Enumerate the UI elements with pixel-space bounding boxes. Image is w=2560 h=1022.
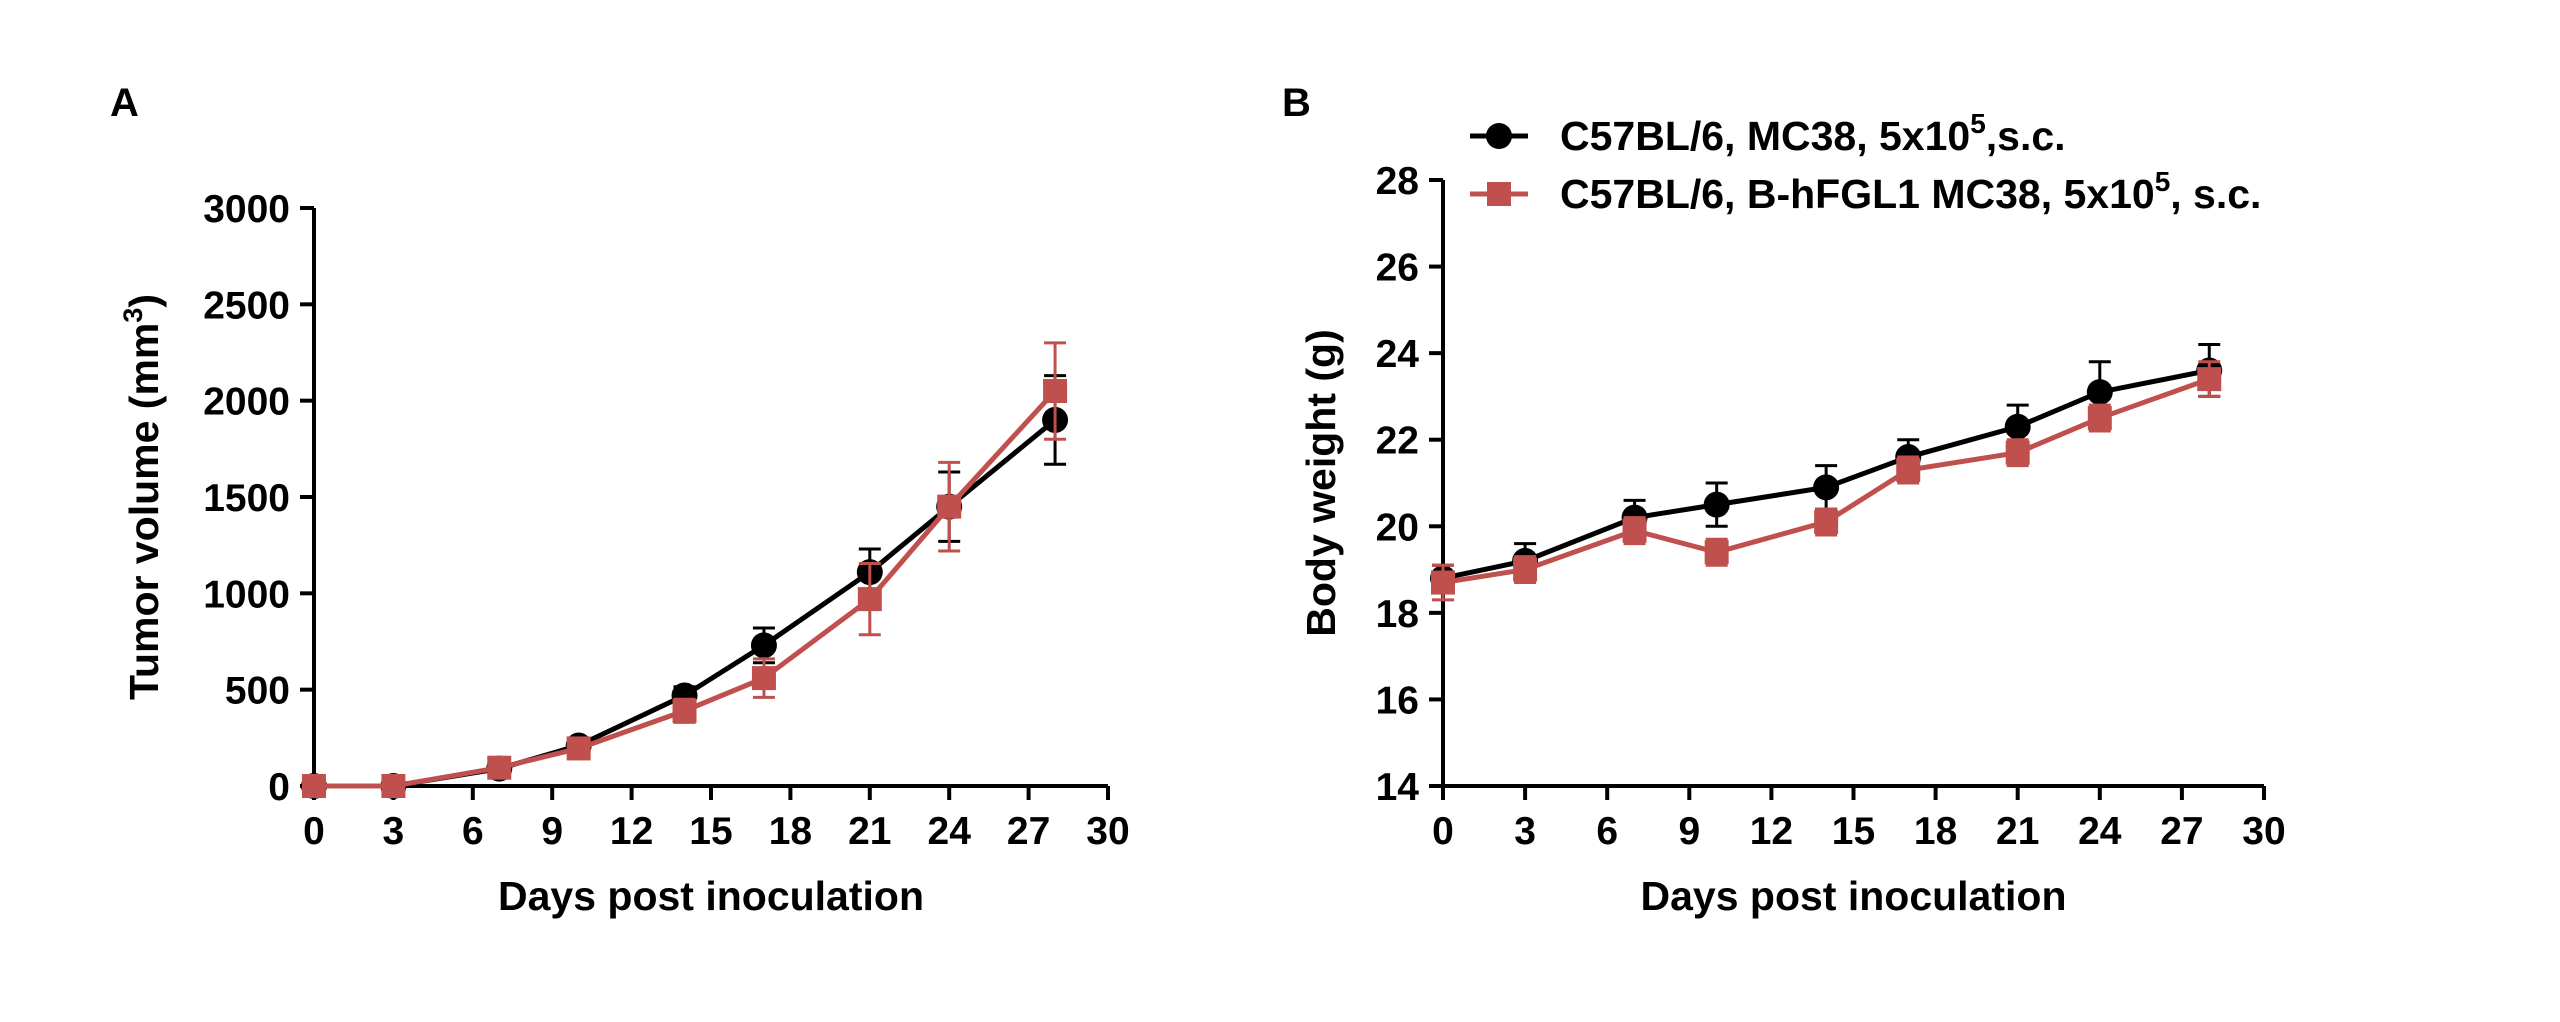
panel-b-x-tick-label: 12 bbox=[1750, 810, 1793, 853]
panel-b-y-tick-label: 18 bbox=[1376, 593, 1419, 636]
panel-b-plot-area bbox=[1430, 342, 2223, 602]
panel-b-data-point bbox=[1431, 570, 1455, 595]
panel-a-data-point bbox=[672, 698, 697, 723]
panel-a-plot-area bbox=[301, 341, 1069, 799]
panel-b-data-point bbox=[1813, 474, 1840, 501]
panel-b-data-point bbox=[1513, 557, 1538, 582]
panel-a-data-point bbox=[487, 755, 512, 780]
panel-b-x-tick-label: 24 bbox=[2078, 810, 2122, 853]
panel-b-series-1 bbox=[1430, 342, 2223, 593]
panel-b-x-tick-label: 3 bbox=[1514, 810, 1536, 853]
panel-a-data-point bbox=[381, 774, 406, 798]
panel-a-y-axis-title: Tumor volume (mm3) bbox=[118, 294, 167, 700]
panel-b-axes: 0 3 6 9 12 15 18 21 24 27 30 14 16 18 20 22 24 26 28 bbox=[1376, 160, 2286, 853]
panel-b-data-point bbox=[2087, 406, 2112, 431]
panel-b-x-tick-label: 30 bbox=[2242, 810, 2285, 853]
panel-b-x-axis-title: Days post inoculation bbox=[1641, 873, 2067, 919]
panel-a-y-tick-label: 3000 bbox=[203, 188, 290, 231]
panel-b-data-point bbox=[1814, 509, 1839, 534]
legend-label-1: C57BL/6, MC38, 5x105,s.c. bbox=[1560, 108, 2066, 159]
panel-b: B 0 3 6 9 12 15 18 21 24 27 30 14 16 18 20 22 24 26 28 Day… bbox=[1282, 81, 2286, 919]
panel-b-data-point bbox=[1622, 518, 1647, 543]
panel-a-y-tick-label: 1000 bbox=[203, 573, 290, 616]
legend-label-1-superscript: 5 bbox=[1970, 108, 1986, 139]
legend-label-2: C57BL/6, B-hFGL1 MC38, 5x105, s.c. bbox=[1560, 166, 2261, 217]
panel-a-x-axis-title: Days post inoculation bbox=[498, 873, 924, 919]
panel-b-data-point bbox=[2197, 367, 2222, 392]
panel-b-y-tick-label: 26 bbox=[1376, 247, 1419, 290]
panel-b-legend: C57BL/6, MC38, 5x105,s.c. C57BL/6, B-hFG… bbox=[1470, 108, 2261, 217]
panel-a-x-tick-label: 30 bbox=[1086, 810, 1129, 853]
panel-a-series-line bbox=[314, 389, 1057, 789]
panel-a-x-tick-label: 21 bbox=[848, 810, 891, 853]
panel-b-y-tick-label: 28 bbox=[1376, 160, 1419, 203]
panel-b-data-point bbox=[1704, 540, 1729, 565]
panel-b-y-tick-label: 14 bbox=[1376, 766, 1420, 809]
panel-b-x-tick-label: 0 bbox=[1432, 810, 1454, 853]
panel-a-y-tick-label: 500 bbox=[225, 670, 290, 713]
panel-a-axes: 0 3 6 9 12 15 18 21 24 27 30 0 500 1000 1500 2000 2500 30… bbox=[203, 188, 1129, 853]
panel-b-y-tick-label: 24 bbox=[1376, 333, 1420, 376]
panel-a-y-axis-title-end: ) bbox=[121, 294, 167, 308]
legend-label-2-end: , s.c. bbox=[2170, 171, 2261, 217]
panel-a-x-tick-label: 27 bbox=[1007, 810, 1050, 853]
panel-a-data-point bbox=[857, 587, 882, 612]
panel-b-x-tick-label: 15 bbox=[1832, 810, 1875, 853]
panel-a-x-tick-label: 6 bbox=[462, 810, 484, 853]
panel-b-x-tick-label: 6 bbox=[1596, 810, 1618, 853]
panel-b-data-point bbox=[2004, 413, 2031, 440]
panel-a-x-tick-label: 3 bbox=[383, 810, 405, 853]
panel-a-series-1 bbox=[301, 374, 1069, 799]
panel-b-x-tick-label: 21 bbox=[1996, 810, 2039, 853]
panel-b-data-point bbox=[1703, 491, 1730, 518]
panel-a-y-axis-title-superscript: 3 bbox=[118, 308, 148, 323]
panel-a-data-point bbox=[750, 632, 777, 659]
legend-label-1-end: ,s.c. bbox=[1986, 113, 2066, 159]
panel-b-y-tick-label: 16 bbox=[1376, 679, 1419, 722]
panel-a-y-tick-label: 2500 bbox=[203, 284, 290, 327]
panel-a-x-tick-label: 24 bbox=[928, 810, 972, 853]
panel-a-data-point bbox=[302, 774, 326, 798]
panel-b-x-tick-label: 9 bbox=[1678, 810, 1700, 853]
panel-a-x-tick-label: 18 bbox=[769, 810, 812, 853]
panel-a-y-axis-title-main: Tumor volume (mm bbox=[121, 323, 167, 700]
legend-marker-1-circle-icon bbox=[1486, 123, 1512, 149]
panel-a-series-2 bbox=[302, 341, 1068, 798]
panel-a-x-tick-label: 15 bbox=[689, 810, 732, 853]
panel-a-letter: A bbox=[110, 81, 139, 125]
panel-b-data-point bbox=[2005, 440, 2030, 465]
panel-b-x-tick-label: 27 bbox=[2160, 810, 2203, 853]
panel-a-x-tick-label: 0 bbox=[303, 810, 325, 853]
legend-marker-2-square-icon bbox=[1487, 182, 1511, 206]
panel-b-letter: B bbox=[1282, 81, 1311, 125]
panel-a-data-point bbox=[751, 666, 776, 691]
panel-b-y-tick-label: 22 bbox=[1376, 420, 1419, 463]
panel-b-data-point bbox=[1896, 458, 1921, 483]
legend-entry-2: C57BL/6, B-hFGL1 MC38, 5x105, s.c. bbox=[1470, 166, 2261, 217]
panel-a-y-tick-label: 2000 bbox=[203, 381, 290, 424]
panel-b-y-tick-label: 20 bbox=[1376, 506, 1419, 549]
panel-a-series-line bbox=[314, 417, 1057, 789]
legend-label-1-main: C57BL/6, MC38, 5x10 bbox=[1560, 113, 1970, 159]
panel-a-data-point bbox=[1043, 379, 1068, 404]
panel-b-y-axis-title: Body weight (g) bbox=[1298, 329, 1344, 636]
legend-label-2-main: C57BL/6, B-hFGL1 MC38, 5x10 bbox=[1560, 171, 2155, 217]
panel-a-x-tick-label: 9 bbox=[541, 810, 563, 853]
legend-entry-1: C57BL/6, MC38, 5x105,s.c. bbox=[1470, 108, 2066, 159]
panel-b-data-point bbox=[2086, 379, 2113, 406]
legend-label-2-superscript: 5 bbox=[2155, 166, 2171, 197]
panel-a-x-tick-label: 12 bbox=[610, 810, 653, 853]
panel-a-data-point bbox=[937, 494, 962, 519]
panel-b-x-tick-label: 18 bbox=[1914, 810, 1957, 853]
panel-a-y-tick-label: 0 bbox=[268, 766, 290, 809]
panel-a: A 0 3 6 9 12 15 18 21 24 27 30 0 500 1000 1500 2000 2500… bbox=[110, 81, 1130, 919]
panel-a-data-point bbox=[566, 736, 591, 761]
panel-a-y-tick-label: 1500 bbox=[203, 477, 290, 520]
panel-b-series-2 bbox=[1431, 360, 2222, 602]
